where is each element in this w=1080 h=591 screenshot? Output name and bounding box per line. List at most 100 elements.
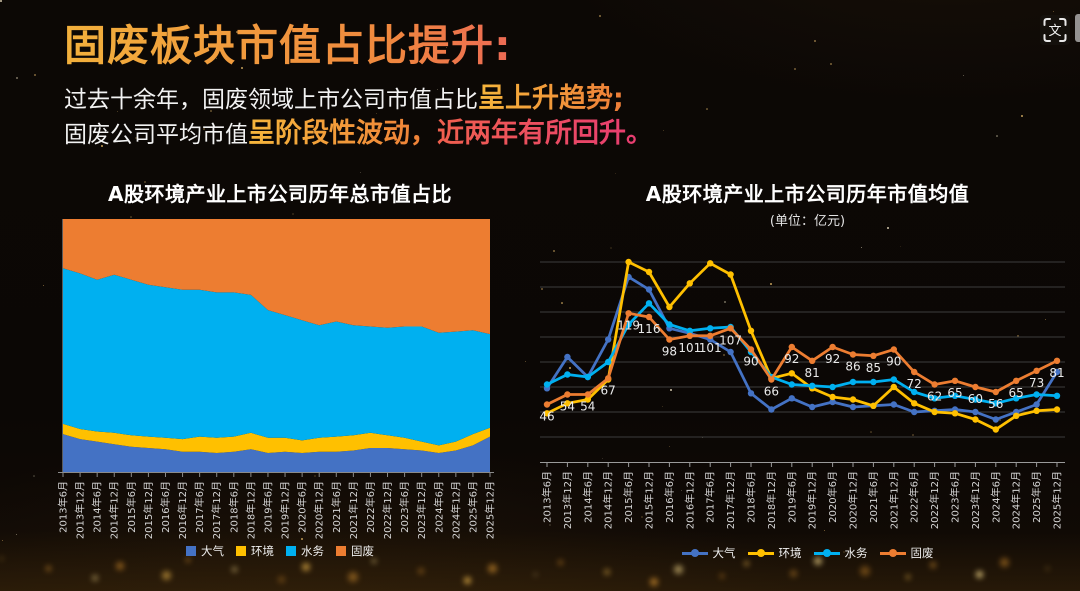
data-label: 101 <box>678 341 701 355</box>
data-label: 86 <box>845 360 860 374</box>
legend-swatch <box>681 549 708 557</box>
left-chart-title: A股环境产业上市公司历年总市值占比 <box>108 182 452 206</box>
data-label: 60 <box>968 392 983 406</box>
translate-icon[interactable]: 文 <box>1040 15 1070 45</box>
x-axis-label: 2019年6月 <box>785 471 798 523</box>
legend-label: 水务 <box>301 544 324 558</box>
x-axis-label: 2022年6月 <box>908 471 921 523</box>
data-point-环境 <box>849 396 857 403</box>
x-axis-label: 2018年6月 <box>227 481 240 533</box>
data-point-水务 <box>1053 392 1061 399</box>
data-point-固废 <box>870 352 877 359</box>
subtitle-line-2: 固废公司平均市值呈阶段性波动，近两年有所回升。 <box>64 117 653 152</box>
data-point-水务 <box>829 383 836 391</box>
data-point-固废 <box>931 381 938 388</box>
legend-swatch <box>747 549 774 557</box>
data-label: 72 <box>907 377 922 391</box>
data-point-大气 <box>788 395 795 402</box>
x-axis-label: 2013年6月 <box>541 471 554 523</box>
data-point-大气 <box>727 348 734 356</box>
x-axis-label: 2022年6月 <box>364 481 377 533</box>
data-point-水务 <box>870 378 877 386</box>
slide-heading: 固废板块市值占比提升: <box>64 22 653 69</box>
line-series-水务 <box>545 301 1059 405</box>
data-point-固废 <box>666 336 673 343</box>
area-band-环境 <box>63 423 490 453</box>
data-point-大气 <box>809 403 816 411</box>
data-point-环境 <box>1033 407 1040 414</box>
data-point-大气 <box>911 408 918 416</box>
x-axis-label: 2016年12月 <box>683 471 696 529</box>
x-axis-label: 2014年12月 <box>108 481 121 539</box>
data-point-环境 <box>625 258 632 266</box>
data-label: 54 <box>560 400 575 414</box>
data-point-大气 <box>992 416 999 423</box>
data-point-大气 <box>829 398 836 406</box>
data-point-环境 <box>564 400 571 407</box>
data-label: 101 <box>699 341 722 355</box>
x-axis-label: 2024年6月 <box>989 471 1002 523</box>
x-axis-label: 2015年12月 <box>142 481 155 539</box>
x-axis-label: 2021年12月 <box>347 481 360 539</box>
data-point-环境 <box>1053 406 1061 413</box>
legend-item-环境: 环境 <box>747 545 802 561</box>
data-label: 54 <box>580 400 595 414</box>
data-point-大气 <box>849 403 857 411</box>
legend-item-水务: 水务 <box>286 543 324 559</box>
data-point-环境 <box>543 410 551 417</box>
data-point-环境 <box>666 303 673 311</box>
line-series-环境 <box>545 260 1059 431</box>
legend-label: 大气 <box>712 546 736 560</box>
data-point-水务 <box>584 373 591 381</box>
stacked-area-chart-section: A股环境产业上市公司历年总市值占比 2013年6月 2013年12月 2014年6月… <box>55 178 505 578</box>
x-axis-label: 2018年6月 <box>745 471 758 523</box>
line-series-固废 <box>545 311 1059 406</box>
data-point-大气 <box>605 336 612 343</box>
translate-icon-glyph: 文 <box>1043 18 1067 42</box>
x-axis-label: 2017年12月 <box>724 471 737 529</box>
x-axis-label: 2023年6月 <box>398 481 411 533</box>
x-axis-label: 2025年6月 <box>466 481 479 533</box>
data-point-水务 <box>931 395 938 402</box>
x-axis-label: 2014年6月 <box>581 471 594 523</box>
data-point-环境 <box>584 396 591 403</box>
x-axis-label: 2025年6月 <box>1030 471 1043 523</box>
data-label: 90 <box>886 355 901 369</box>
data-point-固废 <box>707 332 714 339</box>
svg-text:文: 文 <box>1048 24 1061 39</box>
legend-item-水务: 水务 <box>813 545 868 561</box>
data-label: 73 <box>1029 376 1044 390</box>
data-point-水务 <box>911 388 918 396</box>
x-axis-label: 2022年12月 <box>928 471 941 529</box>
data-point-固废 <box>686 332 693 339</box>
data-point-固废 <box>951 377 959 384</box>
left-chart-legend: 大气 环境 水务 固废 <box>186 543 374 559</box>
line-chart-section: A股环境产业上市公司历年市值均值 (单位：亿元) 46 54 54 67 119 116 9… <box>535 178 1080 578</box>
data-point-大气 <box>1033 401 1040 408</box>
x-axis-label: 2018年12月 <box>244 481 257 539</box>
x-axis-label: 2015年6月 <box>622 471 635 523</box>
x-axis-label: 2016年6月 <box>159 481 172 533</box>
right-chart-unit-label: (单位：亿元) <box>769 214 846 229</box>
data-label: 85 <box>866 361 881 375</box>
x-axis-label: 2020年6月 <box>826 471 839 523</box>
data-point-水务 <box>1033 391 1040 398</box>
data-label: 62 <box>927 390 942 404</box>
data-point-固废 <box>809 357 816 364</box>
x-axis-label: 2017年6月 <box>193 481 206 533</box>
subtitle-line-2-highlight-gold: 呈阶段性波动， <box>248 118 437 150</box>
right-chart-title: A股环境产业上市公司历年市值均值 <box>645 182 970 206</box>
data-point-固废 <box>645 313 653 321</box>
legend-item-大气: 大气 <box>681 545 736 561</box>
x-axis-label: 2014年6月 <box>91 481 104 533</box>
data-point-水务 <box>809 382 816 389</box>
data-point-大气 <box>890 401 897 408</box>
x-axis-label: 2015年6月 <box>125 481 138 533</box>
x-axis-label: 2025年12月 <box>484 481 497 539</box>
area-band-固废 <box>63 219 490 335</box>
x-axis-label: 2019年6月 <box>261 481 274 533</box>
data-point-大气 <box>1053 368 1061 376</box>
x-axis-label: 2013年6月 <box>57 481 70 533</box>
data-label: 46 <box>539 410 554 424</box>
